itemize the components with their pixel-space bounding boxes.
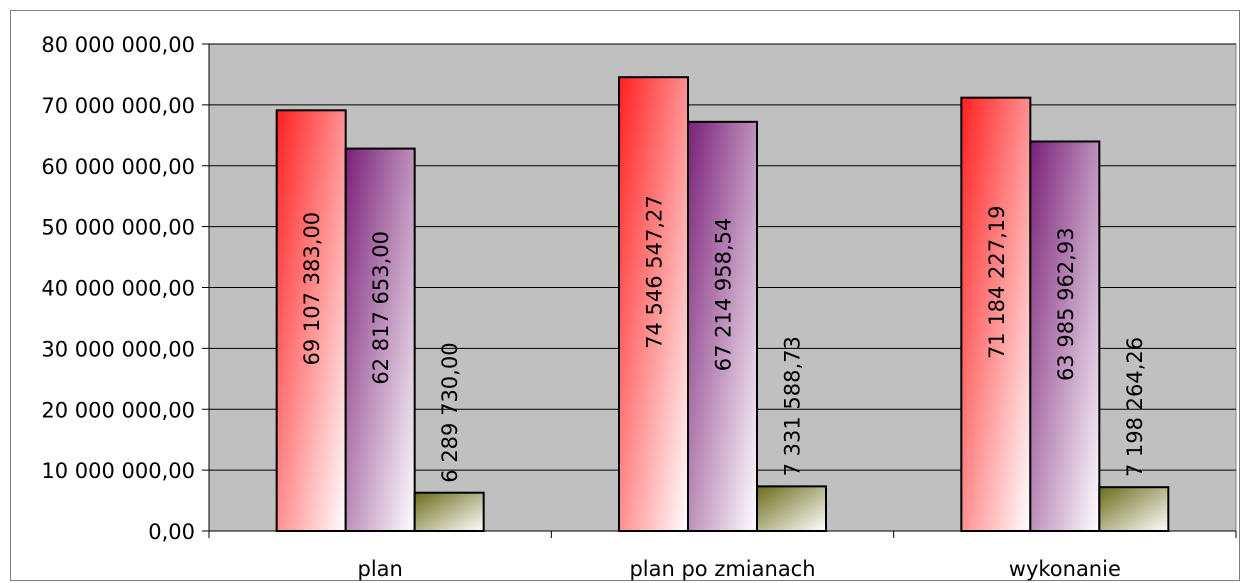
bar	[687, 120, 758, 532]
data-label: 71 184 227,19	[985, 206, 1009, 360]
data-label: 62 817 653,00	[369, 231, 393, 385]
data-label: 7 198 264,26	[1123, 337, 1147, 477]
x-tick-label: plan	[357, 557, 402, 581]
y-tick-label: 40 000 000,00	[41, 277, 195, 301]
data-label: 7 331 588,73	[781, 336, 805, 476]
y-tick-label: 0,00	[148, 520, 195, 544]
bar	[344, 147, 416, 532]
bar	[756, 485, 827, 533]
bar	[1029, 140, 1101, 532]
y-tick-label: 70 000 000,00	[41, 94, 195, 118]
y-tick-label: 30 000 000,00	[41, 337, 195, 361]
x-tick-label: wykonanie	[1009, 557, 1121, 581]
y-tick-label: 50 000 000,00	[41, 216, 195, 240]
bar	[1098, 486, 1170, 533]
data-label: 63 985 962,93	[1054, 227, 1078, 381]
plot-area: 0,00 10 000 000,00 20 000 000,00 30 000 000…	[41, 33, 1237, 581]
data-label: 74 546 547,27	[643, 195, 667, 349]
data-label: 69 107 383,00	[300, 212, 324, 366]
bar	[275, 109, 347, 532]
x-tick-label: plan po zmianach	[629, 557, 815, 581]
bar	[413, 491, 485, 533]
y-tick-label: 80 000 000,00	[41, 33, 195, 57]
y-tick-label: 10 000 000,00	[41, 459, 195, 483]
y-tick-label: 60 000 000,00	[41, 155, 195, 179]
y-tick-label: 20 000 000,00	[41, 398, 195, 422]
data-label: 6 289 730,00	[438, 342, 462, 482]
data-label: 67 214 958,54	[712, 218, 736, 372]
